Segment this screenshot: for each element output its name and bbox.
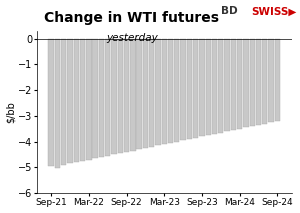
Bar — [86, 39, 92, 160]
Y-axis label: $/bb: $/bb — [6, 101, 16, 123]
Bar — [105, 39, 110, 156]
Bar — [92, 39, 98, 158]
Bar — [67, 39, 73, 163]
Bar — [168, 39, 173, 143]
Bar — [55, 39, 60, 168]
Bar — [74, 39, 79, 162]
Bar — [212, 39, 217, 134]
Bar — [275, 39, 280, 121]
Bar — [199, 39, 205, 136]
Bar — [118, 39, 123, 153]
Bar — [61, 39, 66, 165]
Text: yesterday: yesterday — [106, 33, 158, 43]
Bar — [180, 39, 186, 140]
Bar — [80, 39, 85, 161]
Bar — [268, 39, 274, 122]
Bar — [130, 39, 136, 151]
Bar — [256, 39, 261, 125]
Bar — [187, 39, 192, 139]
Bar — [243, 39, 249, 127]
Bar — [136, 39, 142, 149]
Bar — [250, 39, 255, 126]
Bar — [231, 39, 236, 130]
Text: Change in WTI futures: Change in WTI futures — [44, 11, 220, 25]
Bar — [149, 39, 154, 147]
Text: SWISS▶: SWISS▶ — [252, 6, 297, 16]
Bar — [193, 39, 198, 138]
Bar — [262, 39, 268, 124]
Text: BD: BD — [220, 6, 237, 16]
Bar — [224, 39, 230, 131]
Bar — [49, 39, 54, 166]
Bar — [237, 39, 242, 129]
Bar — [143, 39, 148, 148]
Bar — [155, 39, 160, 145]
Bar — [162, 39, 167, 144]
Bar — [99, 39, 104, 157]
Bar — [111, 39, 117, 154]
Bar — [174, 39, 179, 141]
Bar — [218, 39, 224, 132]
Bar — [124, 39, 129, 152]
Bar — [206, 39, 211, 135]
